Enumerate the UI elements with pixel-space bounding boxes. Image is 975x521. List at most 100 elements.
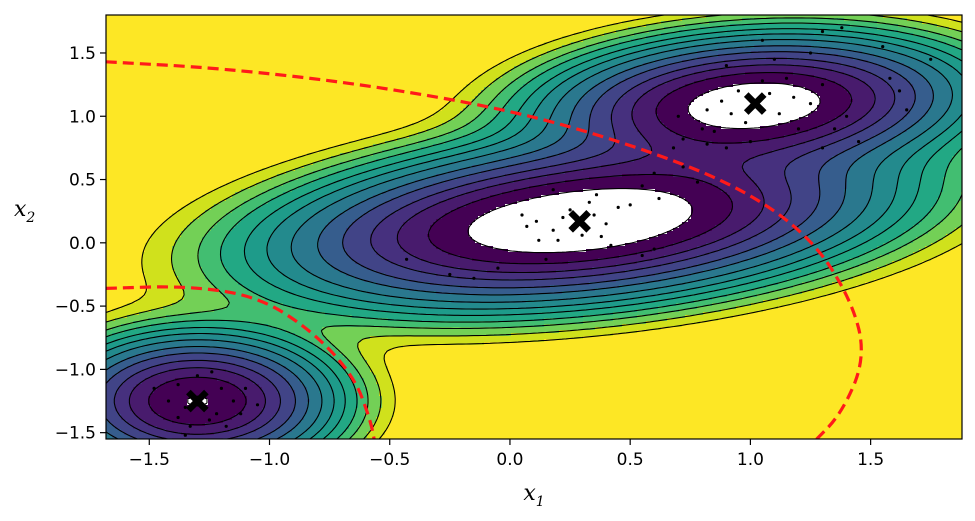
density-band <box>244 357 269 361</box>
density-band <box>514 66 536 70</box>
density-band <box>568 126 590 130</box>
density-band <box>358 345 404 349</box>
density-band <box>319 300 368 304</box>
density-band <box>784 174 821 178</box>
density-band <box>259 384 275 388</box>
density-band <box>442 249 509 253</box>
density-band <box>736 231 761 235</box>
density-band <box>244 243 269 247</box>
density-band <box>658 105 689 109</box>
density-band <box>346 399 359 403</box>
density-band <box>661 327 962 331</box>
density-band <box>475 189 515 193</box>
density-band <box>715 267 749 271</box>
density-band <box>841 84 869 88</box>
density-band <box>430 237 473 241</box>
density-band <box>640 282 686 286</box>
density-band <box>907 114 926 118</box>
density-band <box>910 111 929 115</box>
density-band <box>682 240 716 244</box>
density-band <box>334 201 362 205</box>
density-band <box>496 96 512 100</box>
density-band <box>319 210 347 214</box>
density-band <box>934 96 953 100</box>
y-tick-label: 1.0 <box>69 107 96 127</box>
density-band <box>214 225 236 229</box>
density-band <box>331 384 344 388</box>
density-band <box>637 276 677 280</box>
density-band <box>949 162 962 166</box>
density-band <box>892 198 917 202</box>
density-band <box>769 261 794 265</box>
density-band <box>484 87 506 91</box>
density-band <box>742 240 773 244</box>
density-band <box>778 219 806 223</box>
density-band <box>169 369 227 373</box>
density-band <box>454 138 482 142</box>
density-band <box>175 270 203 274</box>
density-band <box>352 363 368 367</box>
density-band <box>127 420 146 424</box>
density-band <box>298 186 323 190</box>
density-band <box>442 216 479 220</box>
density-band <box>850 123 875 127</box>
density-band <box>394 402 962 406</box>
density-band <box>223 333 266 337</box>
density-band <box>613 111 632 115</box>
density-band <box>145 378 176 382</box>
density-band <box>490 144 521 148</box>
density-band <box>283 192 308 196</box>
density-band <box>577 48 599 52</box>
density-band <box>637 126 668 130</box>
density-band <box>286 378 299 382</box>
density-band <box>463 108 485 112</box>
density-band <box>547 60 566 64</box>
density-band <box>268 252 293 256</box>
density-band <box>718 249 749 253</box>
density-band <box>430 228 470 232</box>
density-band <box>952 99 962 103</box>
density-band <box>583 189 656 193</box>
density-band <box>847 249 872 253</box>
density-band <box>676 132 797 136</box>
density-band <box>679 30 728 34</box>
density-band <box>265 402 281 406</box>
density-band <box>208 192 236 196</box>
density-band <box>211 282 239 286</box>
density-band <box>283 423 299 427</box>
density-band <box>574 57 596 61</box>
density-band <box>841 228 866 232</box>
density-band <box>331 342 359 346</box>
density-band <box>655 294 692 298</box>
density-band <box>490 84 509 88</box>
density-band <box>337 216 362 220</box>
density-band <box>844 201 869 205</box>
density-band <box>874 39 908 43</box>
density-band <box>658 75 683 79</box>
density-band <box>274 351 293 355</box>
density-band <box>307 411 320 415</box>
density-band <box>319 234 344 238</box>
density-band <box>292 243 320 247</box>
density-band <box>946 51 962 55</box>
density-band <box>361 423 374 427</box>
instance-point <box>166 399 171 403</box>
density-band <box>316 366 329 370</box>
density-band <box>505 105 524 109</box>
density-band <box>724 237 752 241</box>
density-band <box>490 210 692 214</box>
density-band <box>163 306 227 310</box>
density-band <box>226 297 266 301</box>
density-band <box>616 264 662 268</box>
density-band <box>907 39 938 43</box>
density-band <box>379 204 407 208</box>
density-band <box>682 324 962 328</box>
density-band <box>139 429 167 433</box>
density-band <box>946 42 962 46</box>
density-band <box>934 93 953 97</box>
density-band <box>598 42 620 46</box>
density-band <box>760 33 815 37</box>
density-band <box>319 390 335 394</box>
density-band <box>226 213 248 217</box>
instance-point <box>857 140 861 144</box>
